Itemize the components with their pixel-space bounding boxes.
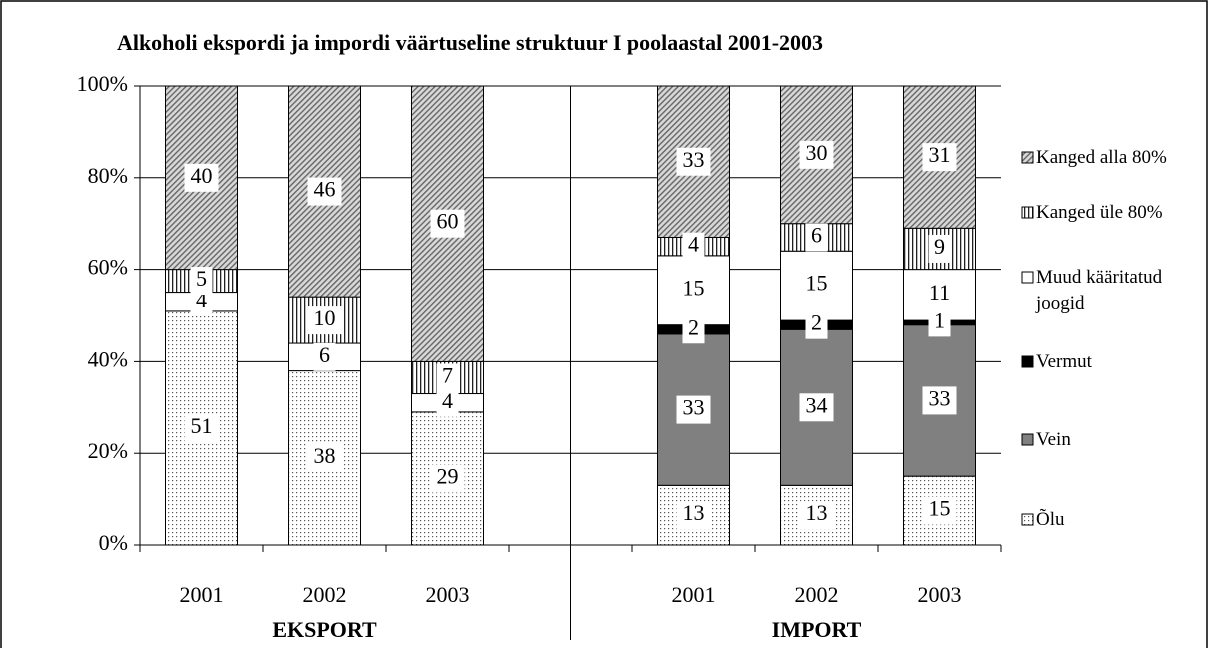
data-label-bg (307, 177, 342, 206)
y-tick-label: 20% (88, 438, 128, 463)
legend-label: Kanged alla 80% (1036, 147, 1167, 168)
data-label: 4 (442, 388, 453, 413)
legend-swatch (1021, 433, 1034, 446)
data-label-bg (682, 315, 705, 344)
data-label-bg (922, 496, 957, 525)
data-label: 13 (683, 500, 705, 525)
data-label-bg (682, 232, 705, 261)
data-label-bg (184, 413, 219, 442)
data-label-bg (676, 276, 711, 305)
data-label: 29 (437, 463, 459, 488)
data-label: 30 (806, 140, 828, 165)
data-label-bg (676, 501, 711, 530)
data-label: 2 (688, 314, 699, 339)
data-label: 4 (688, 232, 699, 257)
data-label: 33 (683, 395, 705, 420)
x-tick-label: 2003 (918, 582, 962, 607)
data-label: 2 (811, 310, 822, 335)
legend-label: Õlu (1036, 509, 1065, 530)
data-label: 34 (806, 392, 828, 417)
legend-swatch (1021, 513, 1034, 526)
legend-label: Kanged üle 80% (1036, 202, 1163, 223)
bar-segment (903, 475, 976, 546)
legend-label: Muud kääritatud joogid (1036, 267, 1163, 314)
data-label-bg (430, 464, 465, 493)
data-label: 13 (806, 500, 828, 525)
data-label: 51 (191, 413, 213, 438)
y-tick-label: 60% (88, 255, 128, 280)
data-label-bg (928, 234, 951, 263)
data-label: 15 (929, 496, 951, 521)
data-label: 40 (191, 163, 213, 188)
data-label: 5 (196, 266, 207, 291)
legend-swatch (1021, 206, 1034, 219)
data-label-bg (436, 363, 459, 392)
data-label-bg (676, 147, 711, 176)
data-label: 4 (196, 287, 207, 312)
x-tick-label: 2002 (303, 582, 347, 607)
legend-swatch (1021, 151, 1034, 164)
data-label: 38 (314, 443, 336, 468)
data-label-bg (184, 163, 219, 192)
data-label: 15 (806, 271, 828, 296)
data-label-bg (676, 395, 711, 424)
data-label: 1 (934, 307, 945, 332)
y-tick-label: 80% (88, 163, 128, 188)
data-label-bg (805, 223, 828, 252)
data-label-bg (190, 267, 213, 296)
x-tick-label: 2003 (426, 582, 470, 607)
data-label: 6 (319, 342, 330, 367)
y-tick-label: 40% (88, 346, 128, 371)
data-label-bg (430, 209, 465, 238)
data-label: 46 (314, 177, 336, 202)
x-tick-label: 2002 (795, 582, 839, 607)
group-label: IMPORT (772, 617, 862, 642)
data-label-bg (436, 388, 459, 417)
legend-swatch (1021, 271, 1034, 284)
data-label-bg (307, 443, 342, 472)
chart-title: Alkoholi ekspordi ja impordi väärtuselin… (117, 30, 823, 55)
data-label: 7 (442, 363, 453, 388)
y-tick-label: 100% (77, 71, 128, 96)
data-label: 31 (929, 142, 951, 167)
data-label-bg (922, 386, 957, 415)
data-label-bg (922, 143, 957, 172)
y-tick-label: 0% (99, 530, 128, 555)
group-label: EKSPORT (272, 617, 377, 642)
legend-label: Vermut (1036, 351, 1092, 372)
legend-label: Vein (1036, 429, 1071, 450)
data-label-bg (922, 280, 957, 309)
data-label-bg (928, 308, 951, 337)
data-label: 33 (683, 147, 705, 172)
data-label-bg (313, 342, 336, 371)
data-label: 11 (929, 280, 950, 305)
data-label-bg (799, 393, 834, 422)
x-tick-label: 2001 (180, 582, 224, 607)
data-label-bg (307, 306, 342, 335)
data-label-bg (805, 310, 828, 339)
data-label: 15 (683, 275, 705, 300)
data-label-bg (799, 271, 834, 300)
data-label: 33 (929, 385, 951, 410)
x-tick-label: 2001 (672, 582, 716, 607)
data-label-bg (799, 501, 834, 530)
data-label: 6 (811, 223, 822, 248)
data-label: 10 (314, 305, 336, 330)
data-label: 9 (934, 234, 945, 259)
data-label-bg (799, 140, 834, 169)
legend-swatch (1021, 355, 1034, 368)
data-label: 60 (437, 209, 459, 234)
